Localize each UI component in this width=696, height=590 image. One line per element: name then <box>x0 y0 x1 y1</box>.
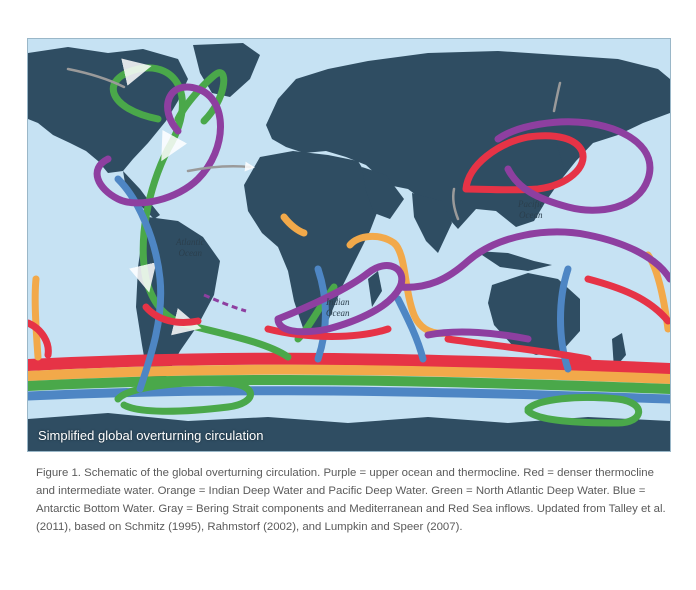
atlantic-ocean-label: Atlantic Ocean <box>176 237 205 258</box>
indonesia <box>476 251 552 271</box>
arabia <box>362 167 404 219</box>
purple-dotted-agulhas <box>203 293 247 313</box>
india <box>412 193 452 253</box>
circulation-map: Atlantic Ocean Indian Ocean Pacific Ocea… <box>27 38 671 452</box>
madagascar <box>368 271 382 307</box>
indian-ocean-label: Indian Ocean <box>326 297 350 318</box>
red-flows <box>28 132 670 363</box>
africa <box>244 151 380 339</box>
new-zealand <box>612 333 626 369</box>
antarctica <box>28 413 670 451</box>
eurasia <box>266 51 670 229</box>
pacific-ocean-label: Pacific Ocean <box>518 199 544 220</box>
map-title: Simplified global overturning circulatio… <box>38 428 264 443</box>
gray-flows <box>66 67 562 221</box>
purple-flows <box>93 83 670 343</box>
map-graphic <box>28 43 670 451</box>
southern-ocean-band <box>28 352 670 404</box>
figure-caption: Figure 1. Schematic of the global overtu… <box>36 467 666 533</box>
